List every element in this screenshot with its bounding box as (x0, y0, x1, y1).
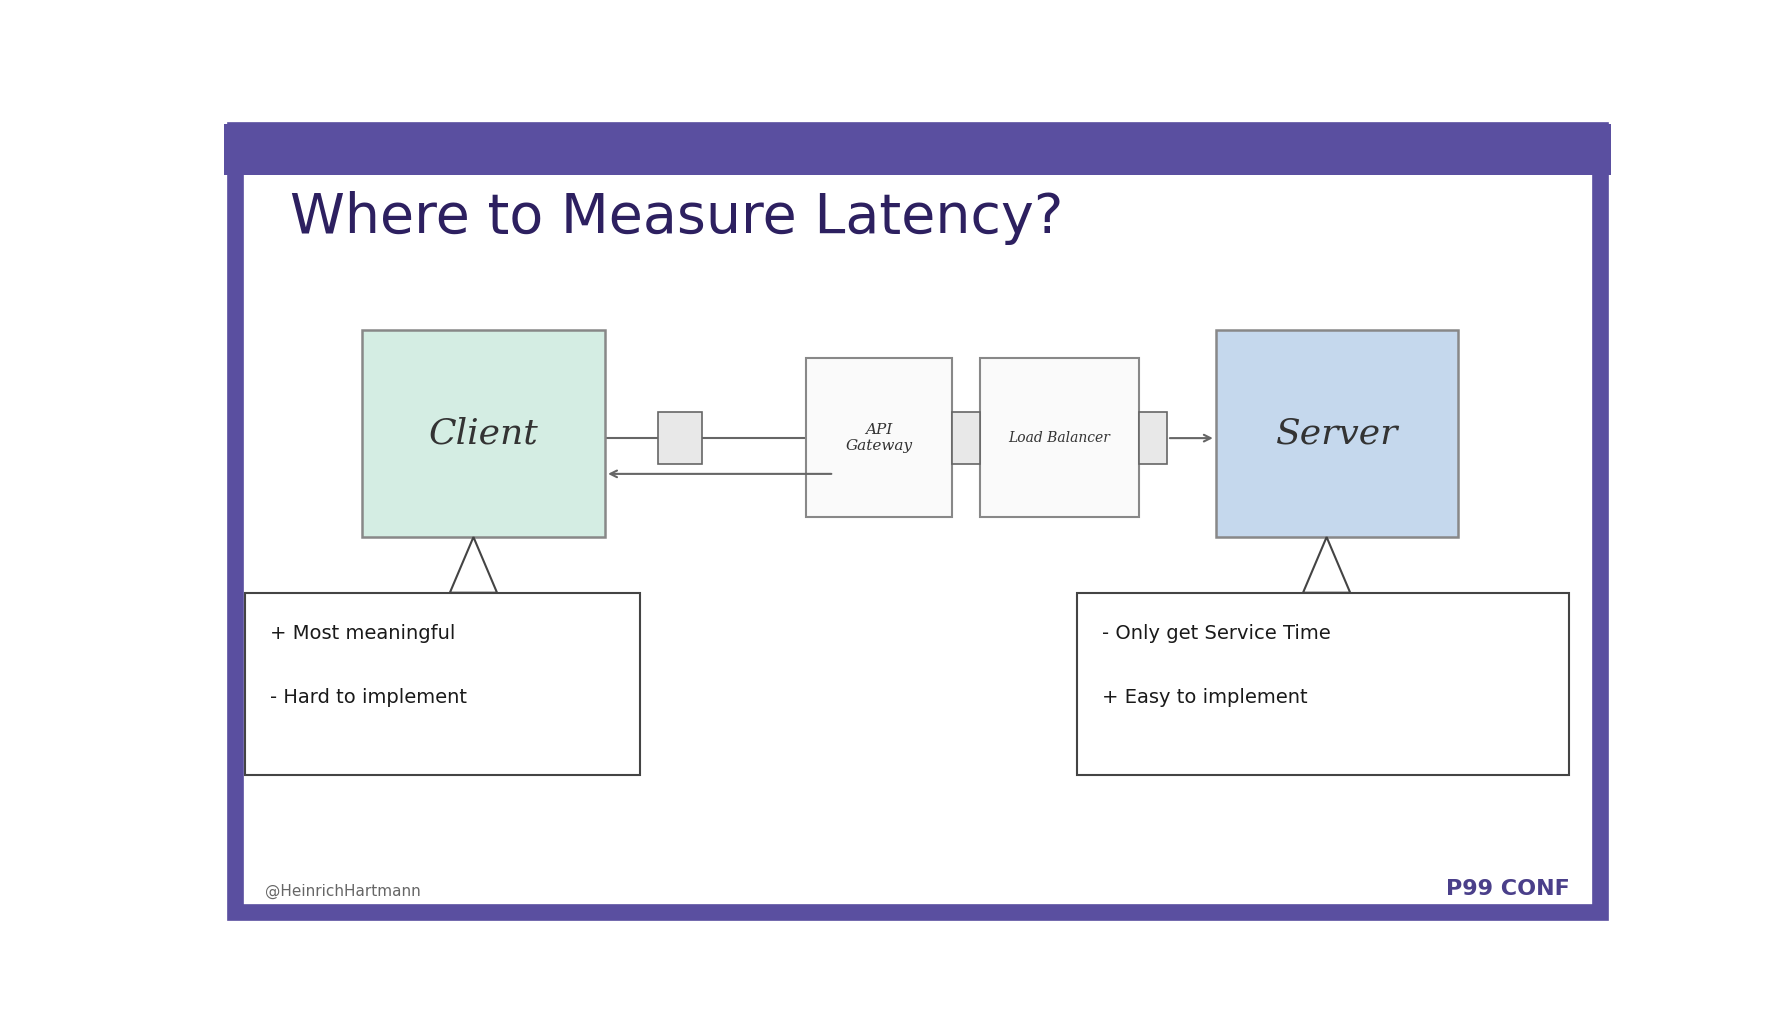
Text: Load Balancer: Load Balancer (1007, 430, 1109, 445)
Text: - Hard to implement: - Hard to implement (270, 688, 467, 707)
FancyBboxPatch shape (224, 124, 1610, 175)
Text: - Only get Service Time: - Only get Service Time (1102, 624, 1329, 644)
FancyBboxPatch shape (245, 592, 639, 775)
Text: @HeinrichHartmann: @HeinrichHartmann (265, 883, 420, 899)
FancyBboxPatch shape (361, 330, 605, 537)
FancyBboxPatch shape (1215, 330, 1458, 537)
Text: Server: Server (1276, 417, 1397, 451)
FancyBboxPatch shape (658, 413, 701, 464)
Text: Where to Measure Latency?: Where to Measure Latency? (290, 191, 1063, 246)
Text: P99 CONF: P99 CONF (1446, 878, 1569, 899)
Polygon shape (1302, 537, 1349, 592)
FancyBboxPatch shape (1138, 413, 1166, 464)
FancyBboxPatch shape (1077, 592, 1569, 775)
Text: API
Gateway: API Gateway (844, 423, 912, 453)
Polygon shape (449, 537, 497, 592)
Text: + Most meaningful: + Most meaningful (270, 624, 454, 644)
FancyBboxPatch shape (805, 358, 952, 517)
FancyBboxPatch shape (979, 358, 1138, 517)
FancyBboxPatch shape (952, 413, 979, 464)
Text: + Easy to implement: + Easy to implement (1102, 688, 1306, 707)
Text: Client: Client (429, 417, 538, 451)
